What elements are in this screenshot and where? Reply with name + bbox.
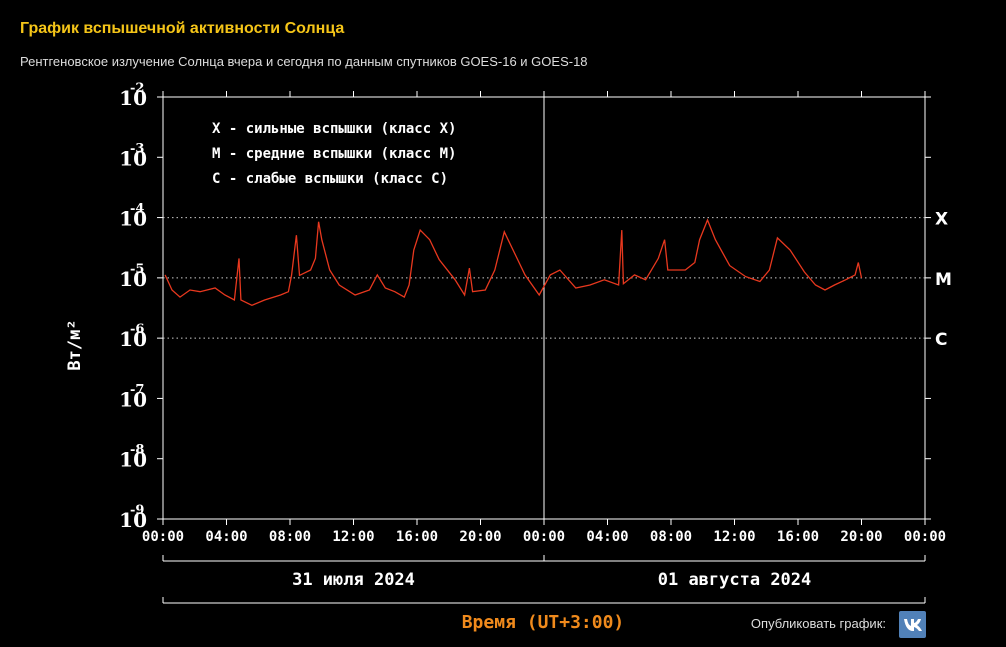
y-tick-label: 10 (119, 448, 147, 472)
y-axis-label: Вт/м² (65, 319, 85, 370)
threshold-label: C (935, 330, 947, 350)
x-tick-label: 20:00 (459, 529, 501, 545)
x-tick-label: 08:00 (650, 529, 692, 545)
threshold-label: X (935, 210, 948, 230)
legend-text: M - средние вспышки (класс M) (212, 146, 456, 162)
share-label: Опубликовать график: (751, 616, 886, 631)
y-tick-exponent: -8 (130, 443, 144, 458)
date-label: 31 июля 2024 (292, 570, 415, 590)
x-tick-label: 16:00 (396, 529, 438, 545)
flux-line (164, 218, 863, 307)
y-tick-label: 10 (119, 267, 147, 291)
x-tick-label: 16:00 (777, 529, 819, 545)
legend-text: X - сильные вспышки (класс X) (212, 121, 456, 137)
x-tick-label: 00:00 (523, 529, 565, 545)
y-tick-label: 10 (119, 207, 147, 231)
y-tick-exponent: -7 (130, 382, 144, 397)
y-tick-label: 10 (119, 86, 147, 110)
vk-button[interactable] (899, 611, 926, 638)
y-tick-label: 10 (119, 146, 147, 170)
page-title: График вспышечной активности Солнца (20, 20, 345, 37)
page-subtitle: Рентгеновское излучение Солнца вчера и с… (20, 54, 588, 69)
y-tick-label: 10 (119, 508, 147, 532)
x-tick-label: 08:00 (269, 529, 311, 545)
date-label: 01 августа 2024 (658, 570, 812, 590)
x-tick-label: 00:00 (142, 529, 184, 545)
y-tick-exponent: -2 (130, 81, 144, 96)
threshold-label: M (935, 270, 952, 290)
x-tick-label: 04:00 (205, 529, 247, 545)
legend-text: C - слабые вспышки (класс C) (212, 171, 448, 187)
x-tick-label: 20:00 (840, 529, 882, 545)
x-tick-label: 12:00 (332, 529, 374, 545)
y-tick-exponent: -3 (130, 141, 144, 156)
y-tick-exponent: -9 (130, 503, 144, 518)
y-tick-label: 10 (119, 327, 147, 351)
y-tick-label: 10 (119, 387, 147, 411)
x-tick-label: 00:00 (904, 529, 946, 545)
y-tick-exponent: -5 (130, 262, 144, 277)
x-axis-label: Время (UT+3:00) (462, 612, 625, 633)
x-tick-label: 12:00 (713, 529, 755, 545)
y-tick-exponent: -6 (130, 322, 144, 337)
y-tick-exponent: -4 (130, 202, 144, 217)
vk-logo[interactable] (904, 619, 922, 631)
x-tick-label: 04:00 (586, 529, 628, 545)
